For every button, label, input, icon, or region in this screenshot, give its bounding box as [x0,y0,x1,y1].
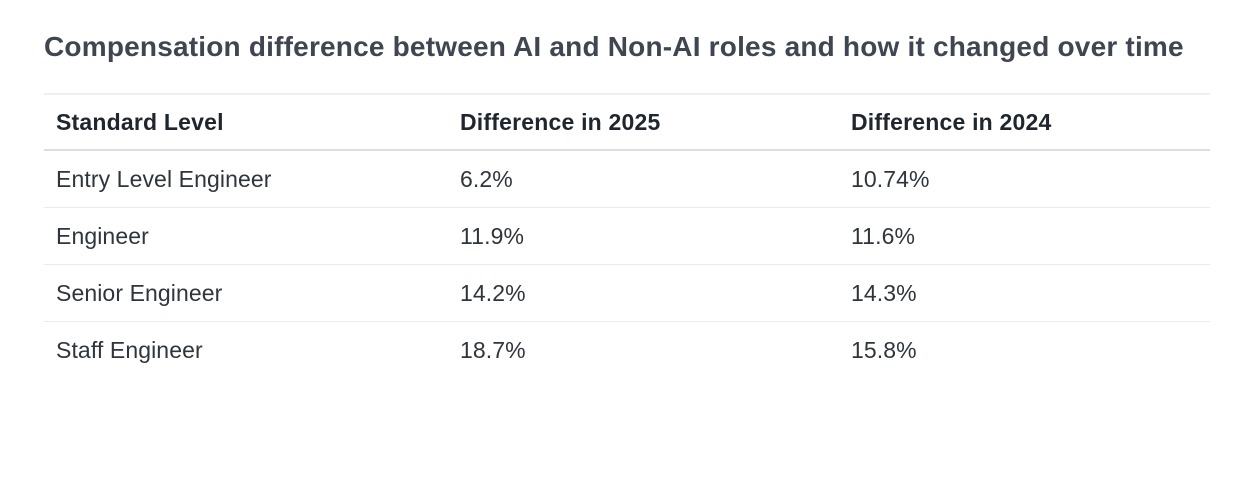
cell-level: Staff Engineer [56,337,203,363]
compensation-table: Standard Level Difference in 2025 Differ… [44,93,1210,378]
cell-diff-2024: 15.8% [851,337,917,363]
cell-level: Senior Engineer [56,280,223,306]
cell-diff-2024: 11.6% [851,223,916,249]
cell-diff-2024: 10.74% [851,166,930,192]
page: Compensation difference between AI and N… [44,31,1210,378]
table-header: Standard Level Difference in 2025 Differ… [44,94,1210,150]
cell-diff-2025: 14.2% [460,280,526,306]
table-row: Senior Engineer 14.2% 14.3% [44,264,1210,322]
column-header-standard-level: Standard Level [56,109,224,135]
table-row: Entry Level Engineer 6.2% 10.74% [44,150,1210,208]
cell-diff-2025: 11.9% [460,223,525,249]
cell-level: Engineer [56,223,149,249]
column-header-difference-2024: Difference in 2024 [851,109,1052,135]
cell-level: Entry Level Engineer [56,166,272,192]
cell-diff-2025: 6.2% [460,166,513,192]
table-body: Entry Level Engineer 6.2% 10.74% Enginee… [44,150,1210,378]
cell-diff-2025: 18.7% [460,337,526,363]
column-header-difference-2025: Difference in 2025 [460,109,661,135]
page-title: Compensation difference between AI and N… [44,31,1184,62]
table-row: Staff Engineer 18.7% 15.8% [44,321,1210,379]
cell-diff-2024: 14.3% [851,280,917,306]
table-header-row: Standard Level Difference in 2025 Differ… [44,94,1210,150]
table-row: Engineer 11.9% 11.6% [44,207,1210,265]
